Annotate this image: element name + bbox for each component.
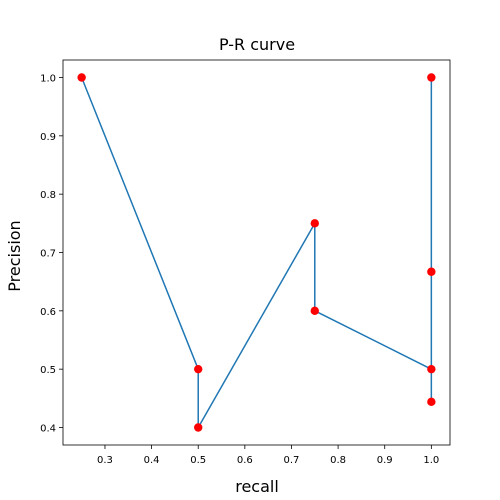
y-tick-label: 0.5 [40,365,56,376]
x-tick-label: 0.5 [190,455,206,466]
x-tick-label: 0.8 [330,455,346,466]
y-tick-label: 0.9 [40,132,56,143]
y-tick-label: 0.4 [40,424,56,435]
x-tick-label: 0.4 [144,455,160,466]
y-tick-label: 0.7 [40,249,56,260]
data-point [194,364,203,374]
data-point [194,423,203,432]
y-tick-label: 1.0 [40,74,56,85]
x-tick-label: 0.6 [237,455,253,466]
x-tick-label: 1.0 [423,455,439,466]
data-point [310,306,319,316]
plot-area: 0.3 0.4 0.5 0.6 0.7 0.8 0.9 1.0 0.4 0.5 0.6 0.7 0.8 0… [40,59,451,466]
data-point [427,397,436,407]
x-tick-label: 0.3 [97,455,113,466]
chart-title: P-R curve [219,35,295,54]
x-tick-label: 0.7 [284,455,300,466]
x-tick-label: 0.9 [377,455,393,466]
data-point [427,73,436,82]
data-point [427,267,436,276]
data-point [310,219,319,228]
y-tick-label: 0.8 [40,190,56,201]
data-point [427,364,436,374]
data-point [77,73,86,82]
y-tick-label: 0.6 [40,307,56,318]
x-axis-label: recall [235,477,279,496]
y-axis-label: Precision [5,220,24,291]
axes-frame [62,59,451,446]
